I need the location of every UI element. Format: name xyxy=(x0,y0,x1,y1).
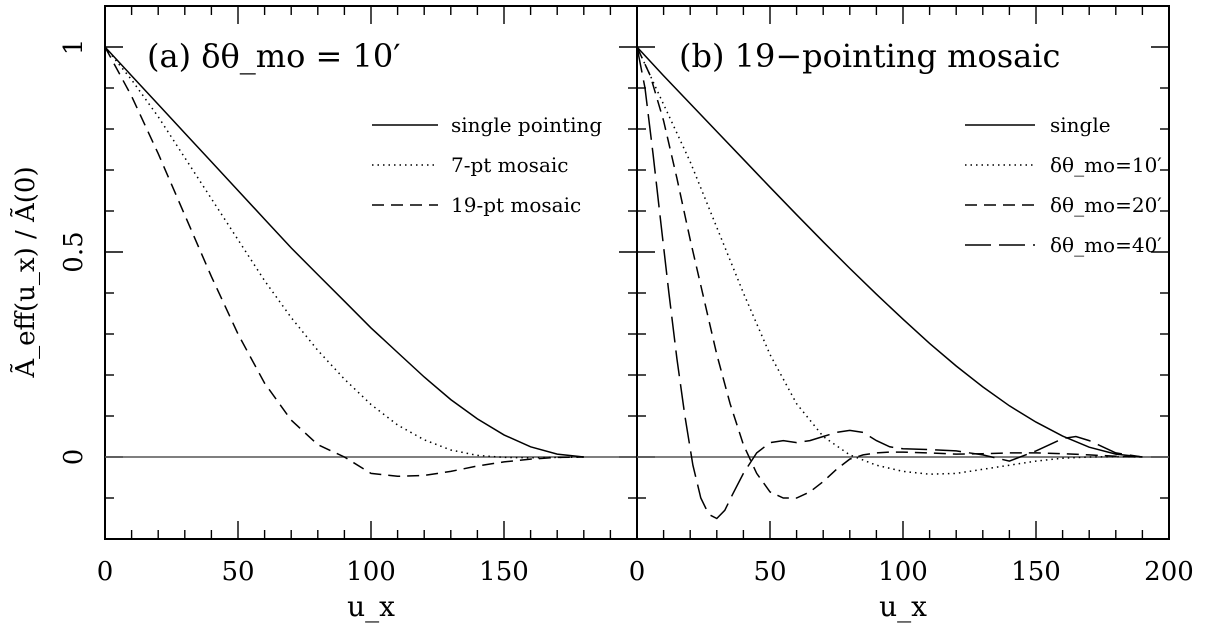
x-tick-label: 0 xyxy=(629,557,646,587)
x-tick-label: 0 xyxy=(97,557,114,587)
panel-b-plot: 0 50 100 150 200 u_x (b) 19−pointing mosaic sin… xyxy=(629,5,1194,623)
x-tick-label: 200 xyxy=(1144,557,1194,587)
legend-label: single xyxy=(1050,113,1111,137)
x-tick-label: 50 xyxy=(753,557,786,587)
legend-label: δθ_mo=10′ xyxy=(1050,153,1162,177)
y-tick-label: 0 xyxy=(59,449,89,466)
series-line-1 xyxy=(105,46,584,458)
series-line-2 xyxy=(637,46,1143,475)
legend-label: 7-pt mosaic xyxy=(451,153,568,177)
x-tick-label: 50 xyxy=(221,557,254,587)
legend-label: 19-pt mosaic xyxy=(451,193,581,217)
y-tick-label: 1 xyxy=(59,39,89,56)
panel-label: (b) 19−pointing mosaic xyxy=(679,37,1060,75)
series-line-2 xyxy=(105,46,584,459)
x-axis-label: u_x xyxy=(879,590,927,623)
x-tick-label: 150 xyxy=(1011,557,1061,587)
panel-b-frame xyxy=(636,5,1170,540)
y-tick-label: 0.5 xyxy=(59,231,89,272)
series-line-3 xyxy=(105,46,584,478)
legend-label: δθ_mo=40′ xyxy=(1050,233,1162,257)
legend-label: single pointing xyxy=(451,113,602,137)
series-line-1 xyxy=(637,46,1143,458)
y-axis-label: Ã_eff(u_x) / Ã(0) xyxy=(9,166,41,378)
panel-a-frame xyxy=(104,5,638,540)
x-axis-label: u_x xyxy=(347,590,395,623)
series-line-3 xyxy=(637,46,1143,499)
x-tick-label: 100 xyxy=(346,557,396,587)
series-line-4 xyxy=(637,46,1143,520)
x-tick-label: 100 xyxy=(878,557,928,587)
legend-label: δθ_mo=20′ xyxy=(1050,193,1162,217)
x-tick-label: 150 xyxy=(479,557,529,587)
panel-a-plot: 0 50 100 150 0 0.5 1 u_x (a) δθ_mo = 10′ single p… xyxy=(59,5,638,623)
panel-label: (a) δθ_mo = 10′ xyxy=(147,37,401,75)
